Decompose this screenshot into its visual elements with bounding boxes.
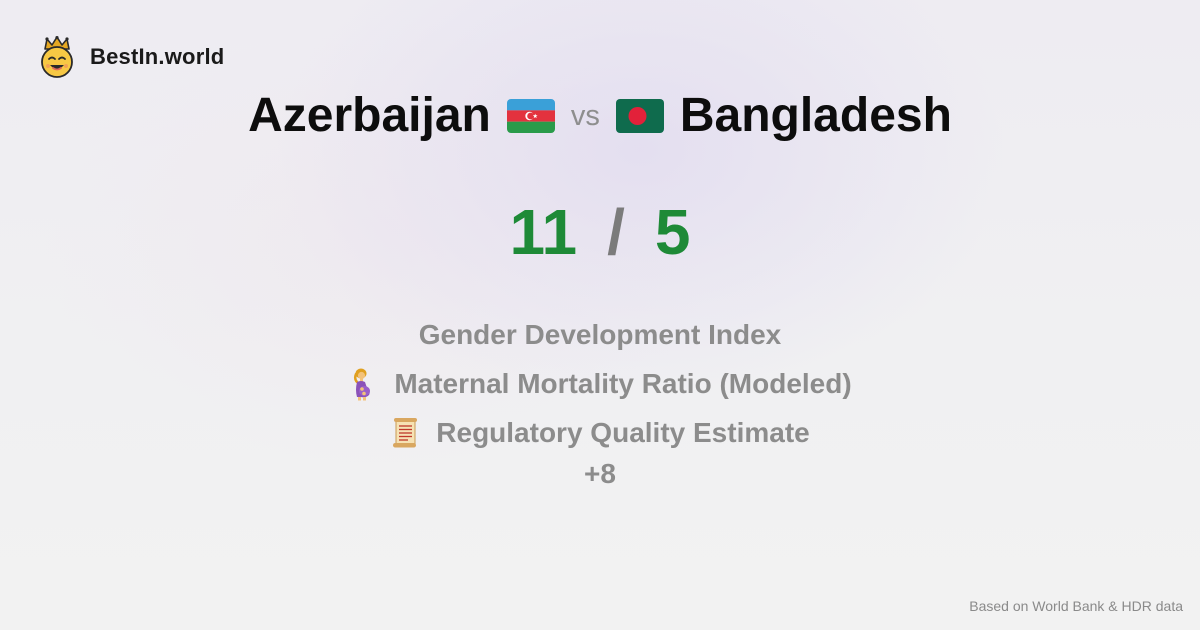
crowned-smiley-icon (41, 36, 73, 78)
score-separator: / (607, 196, 625, 268)
bangladesh-flag-icon (615, 99, 664, 133)
brand-name: BestIn.world (90, 44, 225, 69)
score-country-b: 5 (654, 196, 691, 268)
country-a-name[interactable]: Azerbaijan (248, 89, 491, 142)
vs-label: vs (570, 99, 600, 132)
more-metrics-count[interactable]: +8 (584, 458, 616, 489)
score: 11 / 5 (0, 196, 1200, 268)
score-country-a: 11 (509, 196, 578, 268)
metric-maternal-mortality-ratio[interactable]: Maternal Mortality Ratio (Modeled) (0, 359, 1200, 408)
scroll-icon (393, 417, 418, 447)
metric-regulatory-quality-estimate[interactable]: Regulatory Quality Estimate (0, 408, 1200, 457)
metric-gender-development-index[interactable]: Gender Development Index (0, 310, 1200, 359)
metric-label: Gender Development Index (418, 318, 782, 350)
country-b-name[interactable]: Bangladesh (679, 89, 952, 142)
metric-label: Regulatory Quality Estimate (436, 416, 810, 448)
brand[interactable]: BestIn.world (38, 36, 224, 78)
data-source-note: Based on World Bank & HDR data (969, 598, 1183, 614)
metrics-list: Gender Development Index Maternal Mortal… (0, 310, 1200, 457)
comparison-title: Azerbaijan vs Bangladesh (0, 86, 1200, 146)
metric-label: Maternal Mortality Ratio (Modeled) (394, 367, 852, 399)
azerbaijan-flag-icon (506, 99, 555, 133)
pregnant-woman-icon (354, 368, 371, 400)
